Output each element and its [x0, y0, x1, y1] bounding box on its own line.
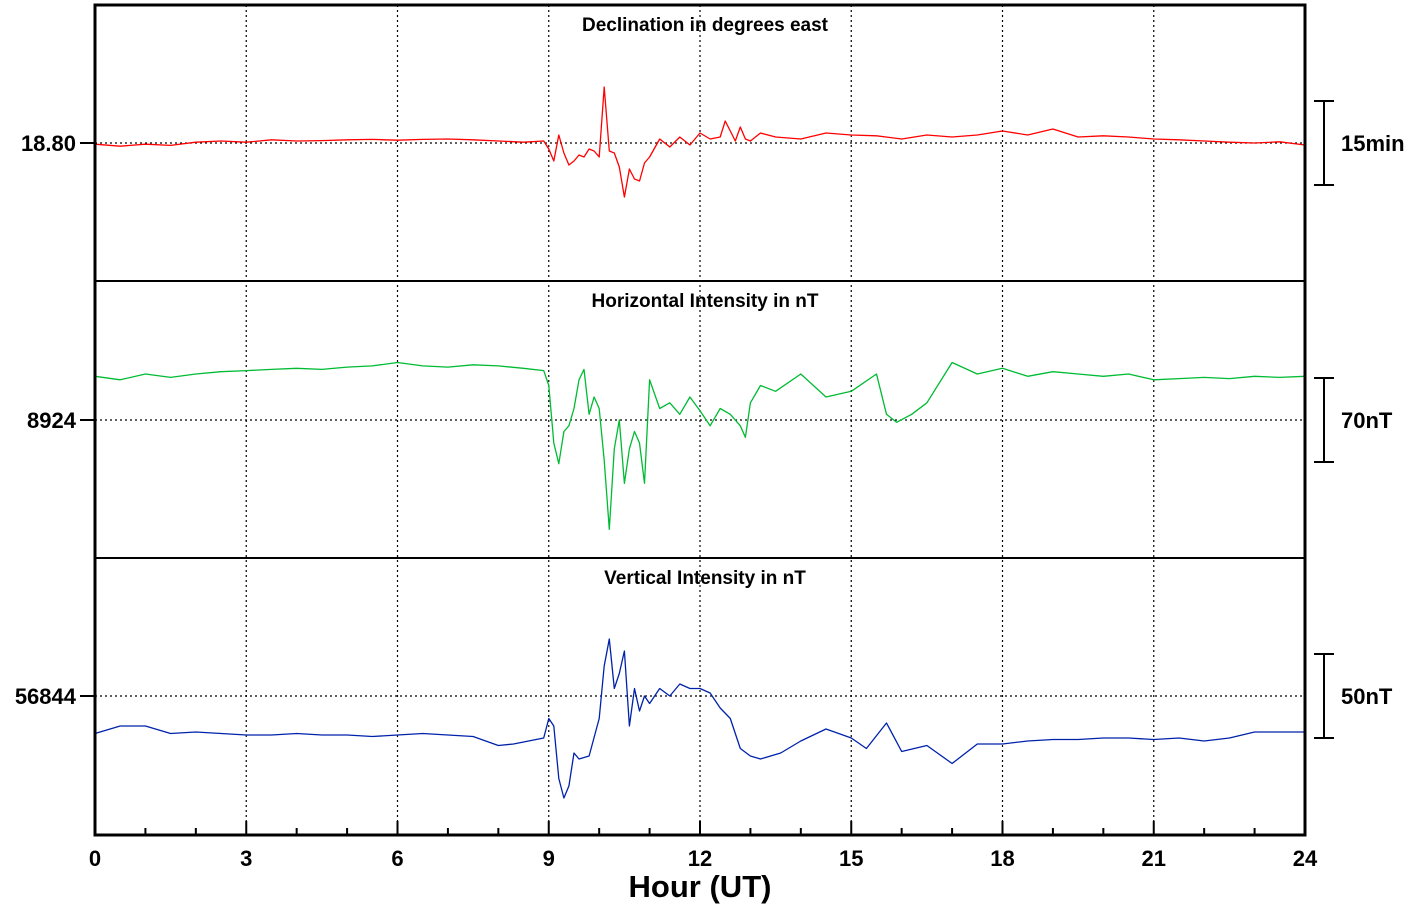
x-tick-label: 9: [543, 846, 555, 871]
x-tick-label: 21: [1142, 846, 1166, 871]
horizontal-trace: [94, 361, 1306, 530]
x-tick-label: 0: [89, 846, 101, 871]
horizontal-reference-label: 8924: [27, 408, 77, 433]
declination-scale-label: 15min: [1341, 131, 1405, 156]
vertical-reference-label: 56844: [15, 684, 77, 709]
declination-panel-title: Declination in degrees east: [582, 15, 829, 36]
grid-lines: [95, 5, 1305, 835]
data-traces: [94, 86, 1306, 799]
horizontal-panel-title: Horizontal Intensity in nT: [592, 291, 819, 312]
x-tick-label: 15: [839, 846, 863, 871]
horizontal-scale-label: 70nT: [1341, 408, 1393, 433]
plot-frame: [80, 3, 1334, 837]
vertical-trace: [94, 638, 1305, 799]
x-tick-label: 24: [1293, 846, 1318, 871]
declination-reference-label: 18.80: [21, 131, 76, 156]
vertical-scale-label: 50nT: [1341, 684, 1393, 709]
x-tick-label: 18: [990, 846, 1014, 871]
declination-trace: [94, 86, 1306, 198]
x-tick-label: 3: [240, 846, 252, 871]
x-axis-label: Hour (UT): [629, 869, 772, 904]
x-tick-label: 6: [391, 846, 403, 871]
vertical-panel-title: Vertical Intensity in nT: [604, 568, 806, 589]
chart-labels: Declination in degrees east 18.80 15min Hor…: [15, 15, 1405, 871]
x-tick-label: 12: [688, 846, 712, 871]
